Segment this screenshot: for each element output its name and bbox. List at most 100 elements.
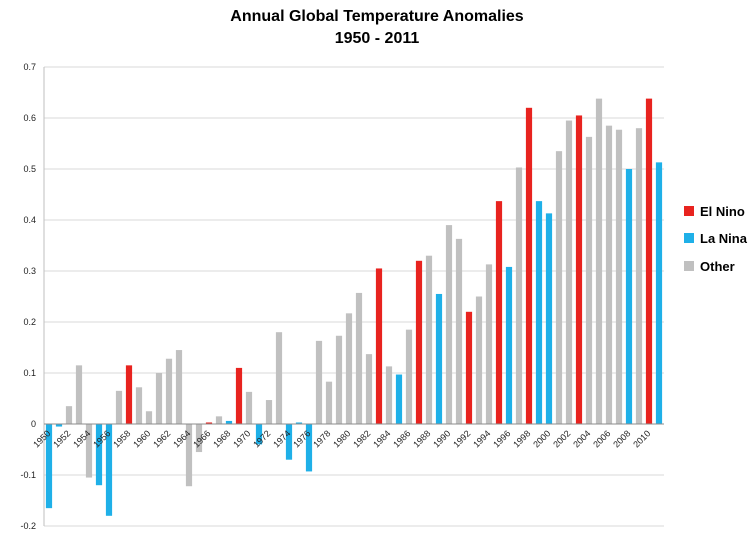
bar-1993 [475,296,483,424]
bar-1975 [295,422,303,424]
legend-swatch-other [684,261,694,271]
x-tick-label: 1994 [471,428,492,449]
x-tick-label: 1988 [411,428,432,449]
bar-2008 [625,169,633,424]
legend-item-el-nino: El Nino [684,202,745,220]
bar-1980 [345,313,353,424]
legend-swatch-la-nina [684,233,694,243]
bar-2011 [655,162,663,424]
bar-1987 [415,260,423,424]
x-tick-label: 1972 [251,428,272,449]
bar-1979 [335,335,343,424]
bar-1978 [325,381,333,424]
bar-1963 [175,350,183,424]
y-tick-label: 0.7 [23,62,36,72]
y-tick-label: -0.2 [20,521,36,531]
bar-1989 [435,293,443,424]
y-tick-label: 0.3 [23,266,36,276]
x-tick-label: 1968 [211,428,232,449]
bar-1970 [245,391,253,424]
y-tick-label: 0 [31,419,36,429]
bar-1962 [165,358,173,424]
bar-1974 [285,424,293,460]
y-tick-label: 0.4 [23,215,36,225]
bar-1968 [225,420,233,424]
bar-1994 [485,264,493,424]
bar-2010 [645,98,653,425]
bar-1960 [145,411,153,424]
bar-2002 [565,120,573,425]
bar-1951 [55,424,63,427]
legend-item-la-nina: La Nina [684,229,747,247]
legend-item-other: Other [684,257,735,275]
x-tick-label: 1984 [371,428,392,449]
bar-1997 [515,167,523,424]
x-tick-label: 1986 [391,428,412,449]
legend-label-el-nino: El Nino [700,203,745,219]
x-tick-label: 2002 [551,428,572,449]
bar-1966 [205,422,213,424]
bar-1973 [275,332,283,424]
bar-2000 [545,213,553,424]
bar-1990 [445,225,453,424]
bar-2009 [635,128,643,424]
x-tick-label: 1952 [51,428,72,449]
bar-1984 [385,366,393,424]
bar-1950 [45,424,53,509]
x-tick-label: 1962 [151,428,172,449]
legend-swatch-el-nino [684,206,694,216]
bar-2001 [555,151,563,424]
x-tick-label: 1996 [491,428,512,449]
x-tick-label: 2006 [591,428,612,449]
legend-label-la-nina: La Nina [700,230,747,246]
bar-1982 [365,354,373,424]
y-tick-label: 0.6 [23,113,36,123]
y-tick-label: 0.1 [23,368,36,378]
legend-label-other: Other [700,258,735,274]
bar-1985 [395,374,403,424]
bar-1981 [355,292,363,424]
x-tick-label: 1960 [131,428,152,449]
bar-1972 [265,400,273,424]
bar-2006 [605,125,613,425]
x-tick-label: 2000 [531,428,552,449]
bar-1988 [425,255,433,424]
bar-1976 [305,424,313,472]
x-tick-label: 1992 [451,428,472,449]
bar-1952 [65,406,73,424]
bar-1957 [115,390,123,424]
bar-2004 [585,136,593,424]
bar-1969 [235,367,243,424]
bar-1954 [85,424,93,478]
x-tick-label: 1990 [431,428,452,449]
y-tick-label: -0.1 [20,470,36,480]
bar-1964 [185,424,193,487]
bar-1955 [95,424,103,486]
x-tick-label: 2008 [611,428,632,449]
x-tick-label: 1982 [351,428,372,449]
bar-1999 [535,201,543,424]
bar-1959 [135,387,143,424]
x-tick-label: 2010 [631,428,652,449]
x-tick-label: 1998 [511,428,532,449]
bar-1977 [315,340,323,424]
chart-title: Annual Global Temperature Anomalies [230,8,524,25]
bar-1996 [505,266,513,424]
x-tick-label: 1978 [311,428,332,449]
bar-1967 [215,416,223,424]
bar-1965 [195,424,203,453]
chart-subtitle: 1950 - 2011 [334,30,420,47]
y-tick-label: 0.5 [23,164,36,174]
bar-1983 [375,268,383,424]
x-tick-label: 1970 [231,428,252,449]
bar-1991 [455,238,463,424]
bar-1961 [155,373,163,424]
bar-1953 [75,365,83,424]
bar-2003 [575,115,583,424]
bar-1956 [105,424,113,516]
bar-2007 [615,129,623,425]
bar-1998 [525,107,533,425]
x-tick-label: 1958 [111,428,132,449]
bar-1986 [405,329,413,424]
